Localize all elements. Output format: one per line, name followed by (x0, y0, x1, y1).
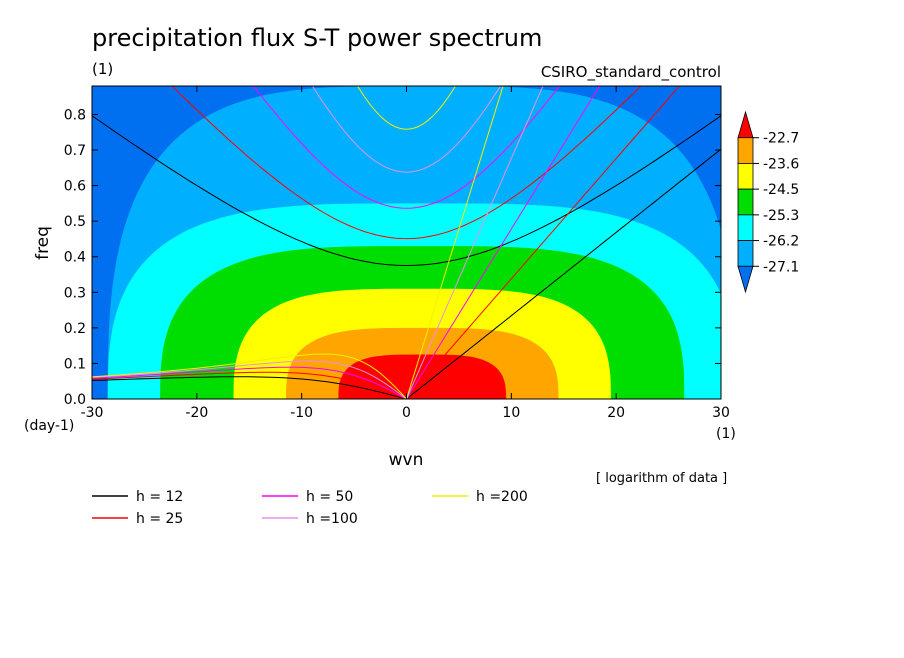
legend: h = 12 h = 25 h = 50 h =100 h =200 (92, 489, 528, 527)
x-tick-label-4: 10 (502, 405, 520, 421)
colorbar-swatch-1 (737, 137, 754, 164)
kelvin-curve-4 (406, 86, 504, 399)
gravity-curve-0 (92, 115, 721, 267)
y-unit-label: (day-1) (24, 418, 74, 434)
x-tick-label-0: -30 (81, 405, 104, 421)
rossby-curve-2 (92, 366, 407, 399)
y-tick-label-6: 0.6 (64, 179, 86, 195)
colorbar-swatch-6 (737, 265, 754, 294)
y-tick-label-4: 0.4 (64, 250, 86, 266)
legend-label-1: h = 25 (136, 511, 183, 527)
colorbar: -22.7 -23.6 -24.5 -25.3 -26.2 -27.1 (737, 110, 799, 294)
x-tick-label-6: 30 (712, 405, 730, 421)
x-tick-label-2: -10 (290, 405, 313, 421)
subtitle-right: CSIRO_standard_control (541, 63, 721, 82)
gravity-curve-4 (357, 86, 456, 130)
chart-title: precipitation flux S-T power spectrum (92, 24, 542, 52)
subtitle-left: (1) (92, 60, 113, 78)
colorbar-label-0: -22.7 (763, 131, 799, 147)
kelvin-curve-0 (406, 148, 721, 399)
rossby-curve-4 (92, 353, 407, 399)
colorbar-swatch-5 (737, 240, 754, 267)
colorbar-label-3: -25.3 (763, 208, 799, 224)
kelvin-curve-2 (406, 86, 601, 399)
y-tick-label-7: 0.7 (64, 143, 86, 159)
kelvin-curve-1 (406, 86, 681, 399)
colorbar-swatch-3 (737, 188, 754, 216)
plot-area (92, 86, 721, 399)
y-axis-label: freq (33, 226, 53, 260)
legend-label-4: h =200 (476, 489, 528, 505)
x-tick-label-5: 20 (607, 405, 625, 421)
y-tick-label-5: 0.5 (64, 214, 86, 230)
gravity-curve-3 (311, 86, 502, 173)
y-tick-label-2: 0.2 (64, 321, 86, 337)
rossby-curve-3 (92, 360, 407, 399)
rossby-curve-0 (92, 376, 407, 399)
colorbar-swatch-2 (737, 163, 754, 190)
x-unit-label: (1) (716, 426, 736, 442)
contour-region-5 (338, 354, 507, 399)
colorbar-label-4: -26.2 (763, 234, 799, 250)
y-tick-label-3: 0.3 (64, 285, 86, 301)
colorbar-label-5: -27.1 (763, 259, 799, 275)
colorbar-label-1: -23.6 (763, 156, 799, 172)
gravity-curve-2 (252, 86, 561, 209)
y-tick-label-1: 0.1 (64, 356, 86, 372)
x-tick-label-1: -20 (185, 405, 208, 421)
legend-label-2: h = 50 (306, 489, 353, 505)
colorbar-swatch-0 (737, 110, 754, 139)
legend-label-3: h =100 (306, 511, 358, 527)
x-axis-label: wvn (389, 450, 424, 470)
colorbar-swatch-4 (737, 214, 754, 241)
gravity-curve-1 (171, 86, 642, 240)
y-tick-label-8: 0.8 (64, 107, 86, 123)
colorbar-label-2: -24.5 (763, 182, 799, 198)
rossby-curve-1 (92, 371, 407, 399)
log-note: [ logarithm of data ] (596, 471, 727, 486)
y-tick-label-0: 0.0 (64, 392, 86, 408)
kelvin-curve-3 (406, 86, 544, 399)
legend-label-0: h = 12 (136, 489, 183, 505)
x-tick-label-3: 0 (402, 405, 411, 421)
